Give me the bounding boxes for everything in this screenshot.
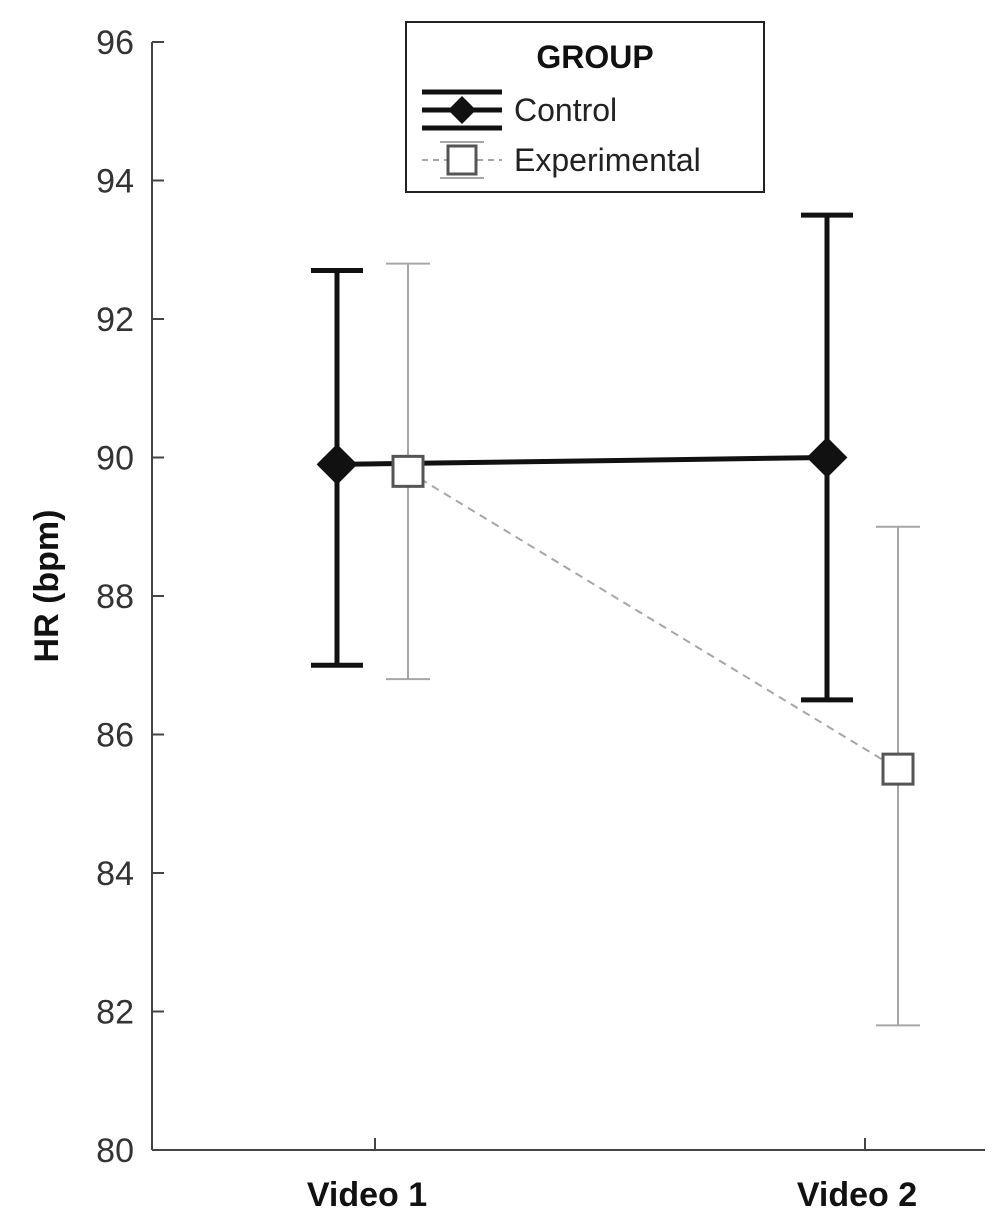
y-tick-label: 90	[96, 440, 134, 478]
legend-marker	[446, 144, 478, 176]
legend-item-experimental: Experimental	[422, 141, 701, 179]
y-axis-label: HR (bpm)	[28, 510, 66, 663]
legend-label: Control	[514, 92, 617, 128]
x-tick-label: Video 1	[307, 1176, 427, 1214]
legend-marker	[448, 96, 476, 124]
y-ticks: 80 82 84 86 88 90 92 94 96	[96, 24, 164, 1170]
legend-title: GROUP	[536, 39, 653, 75]
series-line	[407, 470, 899, 770]
data-point	[391, 454, 425, 488]
plot-area	[311, 212, 920, 1027]
legend: GROUP Control Experimental	[405, 21, 765, 193]
y-tick-label: 96	[96, 24, 134, 62]
y-tick-label: 88	[96, 578, 134, 616]
data-point	[806, 437, 848, 478]
y-tick-label: 94	[96, 163, 134, 201]
y-tick-label: 92	[96, 301, 134, 339]
series-control	[311, 212, 853, 703]
y-tick-label: 82	[96, 994, 134, 1032]
y-tick-label: 80	[96, 1132, 134, 1170]
y-tick-label: 86	[96, 717, 134, 755]
series-experimental	[386, 262, 920, 1027]
legend-label: Experimental	[514, 142, 701, 178]
x-tick-label: Video 2	[797, 1176, 917, 1214]
x-ticks: Video 1 Video 2	[307, 1138, 917, 1214]
data-point	[316, 444, 358, 485]
legend-items: Control Experimental	[422, 89, 701, 179]
data-point	[881, 752, 915, 786]
legend-item-control: Control	[422, 89, 617, 131]
axes: 80 82 84 86 88 90 92 94 96 Video 1 Video 2	[96, 24, 985, 1214]
y-tick-label: 84	[96, 855, 134, 893]
